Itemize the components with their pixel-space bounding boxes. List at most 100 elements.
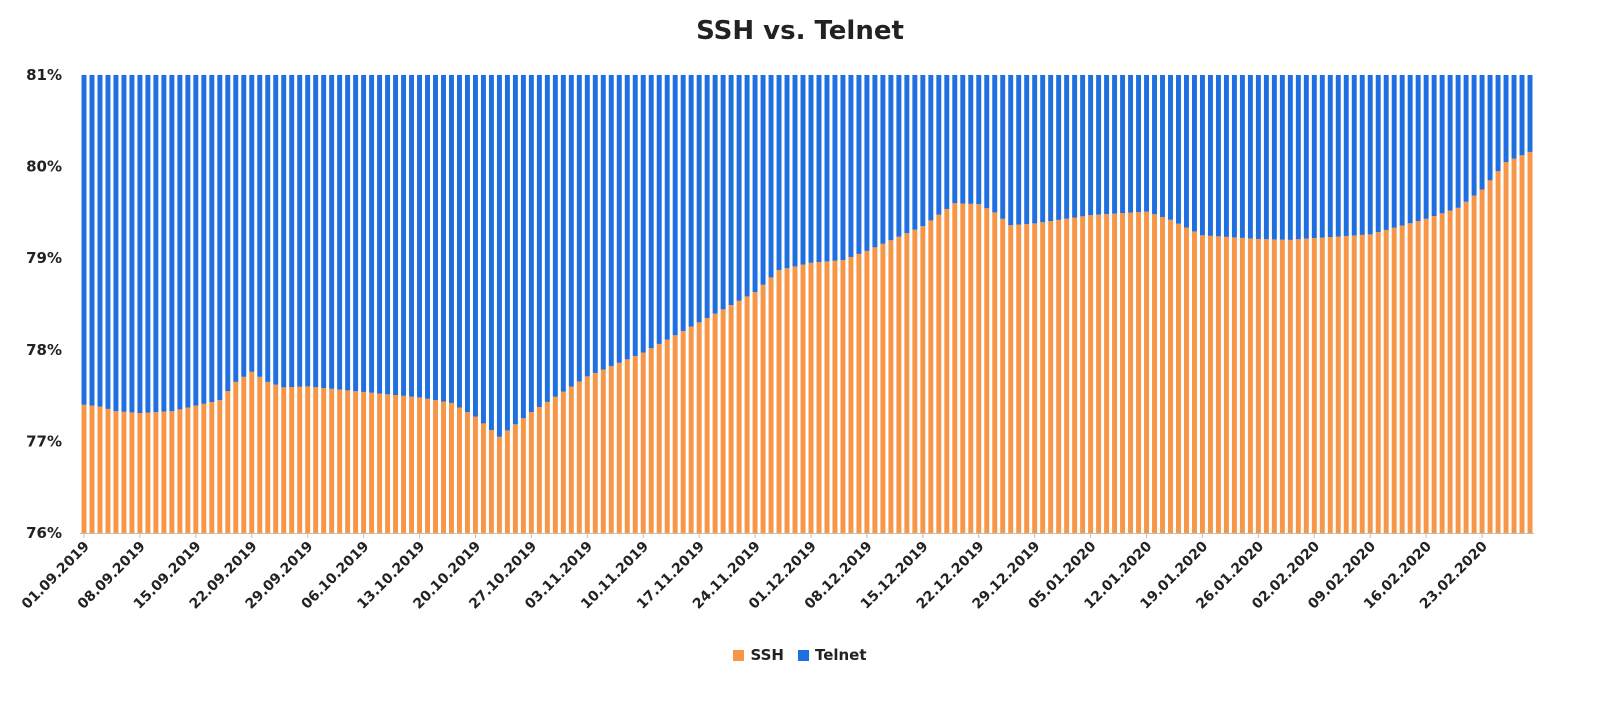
bar-ssh — [1168, 219, 1173, 534]
bar-ssh — [1399, 225, 1405, 534]
bar-ssh — [89, 405, 95, 533]
bar-telnet — [928, 75, 934, 221]
bar-ssh — [896, 236, 902, 534]
bar-telnet — [313, 75, 319, 388]
bar-ssh — [281, 387, 287, 533]
bar-ssh — [520, 418, 526, 533]
bar-ssh — [457, 407, 462, 533]
bar-ssh — [305, 386, 311, 533]
bar-ssh — [1176, 223, 1181, 533]
bar-telnet — [377, 75, 383, 394]
bar-ssh — [504, 430, 510, 533]
bar-telnet — [536, 75, 542, 407]
bar-ssh — [792, 266, 798, 533]
bar-telnet — [504, 75, 510, 431]
bar-ssh — [1048, 221, 1054, 534]
bar-telnet — [832, 75, 838, 261]
bar-telnet — [121, 75, 127, 412]
bar-telnet — [345, 75, 351, 391]
bar-telnet — [193, 75, 199, 406]
bar-telnet — [1511, 75, 1517, 159]
bar-telnet — [1080, 75, 1086, 217]
bar-ssh — [209, 402, 215, 533]
bar-ssh — [1223, 236, 1229, 533]
bar-ssh — [664, 339, 670, 533]
bar-telnet — [265, 75, 271, 382]
bar-ssh — [680, 330, 686, 533]
bar-ssh — [1479, 189, 1485, 533]
bar-telnet — [1176, 75, 1181, 224]
bar-ssh — [225, 391, 231, 533]
bar-telnet — [1367, 75, 1373, 235]
bar-telnet — [920, 75, 926, 227]
bar-telnet — [425, 75, 430, 399]
bar-ssh — [1439, 213, 1445, 533]
bar-telnet — [1519, 75, 1525, 156]
bar-telnet — [89, 75, 95, 406]
bar-ssh — [552, 396, 558, 533]
bar-telnet — [736, 75, 742, 301]
bar-telnet — [648, 75, 654, 349]
bar-ssh — [584, 376, 590, 533]
bar-telnet — [401, 75, 407, 396]
bar-ssh — [912, 229, 918, 534]
bar-telnet — [1199, 75, 1205, 236]
bar-telnet — [1000, 75, 1006, 219]
bar-telnet — [153, 75, 159, 413]
bar-ssh — [393, 395, 399, 533]
bar-telnet — [1088, 75, 1094, 216]
bar-telnet — [632, 75, 638, 356]
bar-telnet — [896, 75, 902, 237]
bar-ssh — [337, 389, 343, 533]
bar-telnet — [800, 75, 806, 265]
bar-ssh — [329, 388, 335, 533]
bar-ssh — [936, 214, 942, 533]
bar-telnet — [1263, 75, 1269, 240]
bar-telnet — [1407, 75, 1413, 224]
y-tick-label: 78% — [26, 341, 62, 359]
bar-ssh — [257, 376, 263, 533]
bar-ssh — [193, 405, 199, 533]
bar-telnet — [496, 75, 502, 437]
bar-telnet — [233, 75, 239, 382]
bar-telnet — [1128, 75, 1134, 213]
bar-telnet — [249, 75, 255, 372]
bar-ssh — [464, 412, 470, 533]
bar-telnet — [105, 75, 111, 409]
bar-ssh — [1064, 218, 1070, 533]
bar-ssh — [1519, 155, 1525, 534]
bar-telnet — [433, 75, 438, 401]
bar-telnet — [720, 75, 726, 310]
bar-telnet — [688, 75, 694, 327]
bar-telnet — [81, 75, 87, 405]
bar-telnet — [512, 75, 518, 425]
bar-telnet — [520, 75, 526, 419]
bar-telnet — [1040, 75, 1046, 223]
legend-swatch-telnet — [797, 649, 809, 661]
bar-telnet — [1319, 75, 1325, 238]
bar-telnet — [960, 75, 966, 204]
bar-telnet — [1168, 75, 1173, 220]
bar-ssh — [1279, 239, 1285, 533]
bar-ssh — [1527, 151, 1533, 533]
bar-telnet — [1495, 75, 1501, 172]
bar-telnet — [1191, 75, 1197, 232]
bar-telnet — [848, 75, 854, 257]
bar-ssh — [1351, 235, 1357, 533]
bar-telnet — [441, 75, 446, 402]
bar-ssh — [672, 335, 678, 533]
bar-telnet — [329, 75, 335, 389]
bar-telnet — [584, 75, 590, 377]
bar-telnet — [1479, 75, 1485, 190]
bar-telnet — [776, 75, 782, 271]
bar-ssh — [425, 398, 430, 533]
bar-ssh — [201, 403, 207, 533]
bar-ssh — [1215, 236, 1221, 533]
legend-label-telnet: Telnet — [814, 646, 867, 664]
bar-ssh — [1096, 214, 1102, 533]
bar-telnet — [321, 75, 327, 389]
bar-telnet — [1136, 75, 1142, 213]
bar-ssh — [576, 381, 582, 533]
bar-telnet — [273, 75, 279, 385]
bar-ssh — [81, 404, 87, 533]
